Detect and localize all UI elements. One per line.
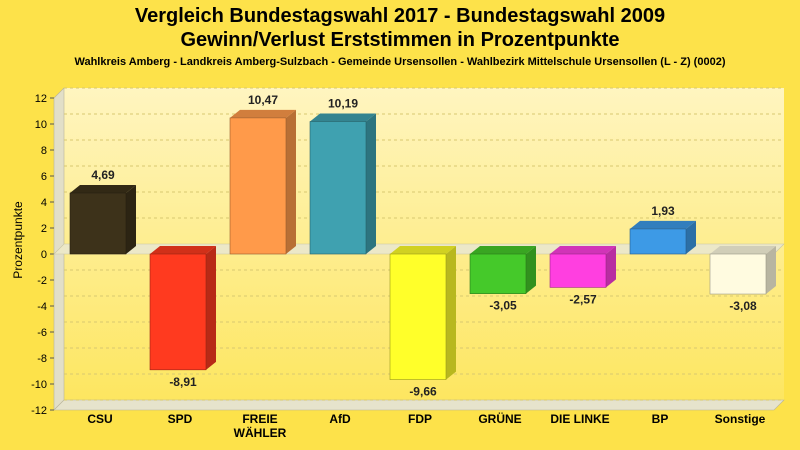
bar — [709, 253, 767, 295]
y-tick-label: -2 — [37, 275, 47, 287]
bar-side — [126, 185, 136, 254]
x-tick-label: GRÜNE — [478, 411, 521, 426]
bar-top — [230, 109, 296, 118]
y-tick-label: 4 — [41, 197, 47, 209]
chart-title: Vergleich Bundestagswahl 2017 - Bundesta… — [135, 5, 665, 27]
x-tick-label: AfD — [329, 412, 351, 426]
bar-top — [310, 113, 376, 122]
y-tick-label: 8 — [41, 145, 47, 157]
bar — [389, 253, 447, 380]
bar-top — [470, 246, 536, 254]
x-tick-label: DIE LINKE — [550, 412, 609, 426]
y-tick-label: 2 — [41, 223, 47, 235]
y-tick-label: -10 — [31, 379, 47, 391]
data-label: -9,66 — [409, 385, 437, 399]
bar-side — [446, 246, 456, 380]
bar-top — [550, 246, 616, 254]
bar-top — [390, 246, 456, 254]
bar — [229, 117, 287, 255]
bar — [149, 253, 207, 371]
bar-side — [686, 220, 696, 254]
bar-top — [70, 185, 136, 194]
data-label: -3,08 — [729, 299, 757, 313]
bar — [469, 253, 527, 294]
data-label: 10,19 — [328, 97, 358, 111]
y-tick-label: 12 — [35, 93, 47, 105]
x-tick-label: FREIE — [242, 412, 277, 426]
y-tick-label: 10 — [35, 119, 47, 131]
bar — [629, 228, 687, 255]
x-tick-label: BP — [652, 412, 669, 426]
bar-top — [710, 246, 776, 254]
chart-subtitle: Gewinn/Verlust Erststimmen in Prozentpun… — [181, 29, 620, 51]
y-tick-label: 6 — [41, 171, 47, 183]
y-tick-label: -12 — [31, 405, 47, 417]
data-label: -8,91 — [169, 375, 197, 389]
bar-side — [366, 113, 376, 254]
y-tick-label: -8 — [37, 353, 47, 365]
plot-floor — [53, 399, 785, 411]
data-label: 4,69 — [91, 168, 115, 182]
x-tick-label: WÄHLER — [234, 425, 287, 440]
bar-top — [630, 220, 696, 229]
data-label: -2,57 — [569, 292, 597, 306]
data-label: 1,93 — [651, 204, 675, 218]
x-tick-label: FDP — [408, 412, 432, 426]
y-axis-label: Prozentpunkte — [11, 201, 25, 279]
y-tick-label: -6 — [37, 327, 47, 339]
data-label: 10,47 — [248, 93, 278, 107]
y-tick-label: -4 — [37, 301, 47, 313]
x-tick-label: Sonstige — [715, 412, 766, 426]
bar — [309, 121, 367, 255]
bar-side — [766, 246, 776, 295]
bar-side — [286, 109, 296, 254]
chart-caption: Wahlkreis Amberg - Landkreis Amberg-Sulz… — [75, 56, 726, 68]
bar-side — [526, 246, 536, 294]
bar — [69, 192, 127, 255]
bar — [549, 253, 607, 288]
x-tick-label: CSU — [87, 412, 112, 426]
plot-area: -12 -10 -8 -6 -4 -2 0 2 4 6 8 10 12 4,69 CSU -8,91 SPD 10… — [31, 87, 785, 440]
bar-top — [150, 246, 216, 254]
bar-side — [606, 246, 616, 288]
data-label: -3,05 — [489, 299, 517, 313]
bar-side — [206, 246, 216, 370]
x-tick-label: SPD — [168, 412, 193, 426]
y-tick-label: 0 — [41, 249, 47, 261]
